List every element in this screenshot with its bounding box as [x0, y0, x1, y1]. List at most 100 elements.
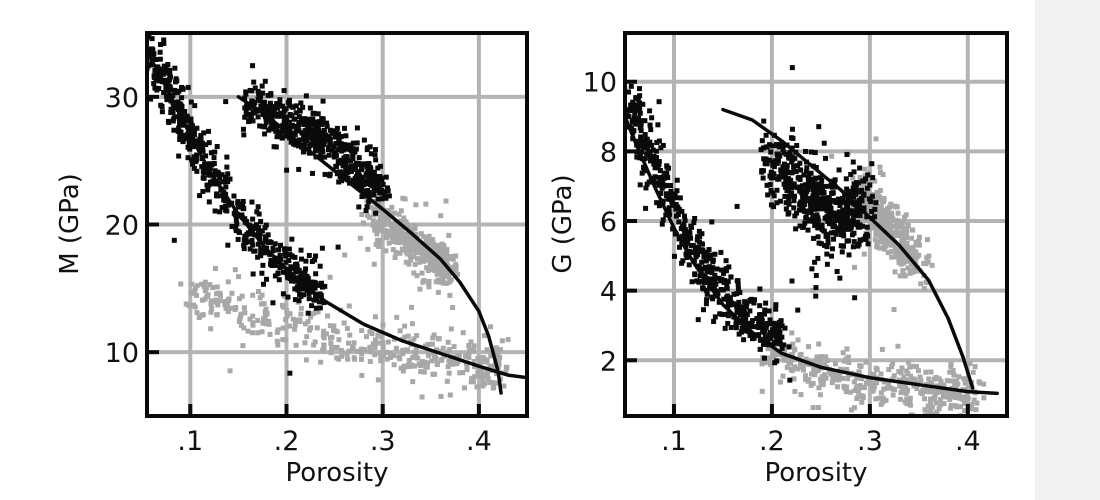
data-point — [829, 153, 835, 159]
data-point — [257, 123, 263, 129]
data-point — [904, 235, 910, 241]
data-point — [413, 238, 419, 244]
data-point — [322, 171, 328, 177]
data-point — [726, 313, 732, 319]
data-point — [212, 208, 218, 214]
data-point — [339, 178, 345, 184]
data-point — [782, 357, 788, 363]
data-point — [413, 351, 419, 357]
data-point — [725, 320, 731, 326]
data-point — [352, 356, 358, 362]
data-point — [324, 120, 330, 126]
data-point — [814, 354, 820, 360]
data-point — [772, 332, 778, 338]
data-point — [326, 144, 332, 150]
data-point — [274, 105, 280, 111]
data-point — [279, 103, 285, 109]
data-point — [283, 259, 289, 265]
data-point — [224, 164, 230, 170]
data-point — [250, 100, 256, 106]
data-point — [700, 285, 706, 291]
data-point — [710, 296, 716, 302]
data-point — [852, 388, 858, 394]
data-point — [734, 291, 740, 297]
data-point — [265, 232, 271, 238]
data-point — [236, 319, 242, 325]
data-point — [658, 190, 664, 196]
data-point — [405, 251, 411, 257]
data-point — [673, 201, 679, 207]
data-point — [764, 144, 770, 150]
data-point — [444, 280, 450, 286]
data-point — [153, 77, 159, 83]
data-point — [191, 144, 197, 150]
data-point — [488, 353, 494, 359]
data-point — [202, 288, 208, 294]
data-point — [386, 208, 392, 214]
data-point — [900, 268, 906, 274]
data-point — [845, 189, 851, 195]
data-point — [371, 181, 377, 187]
data-point — [644, 151, 650, 157]
data-point — [909, 261, 915, 267]
data-point — [782, 325, 788, 331]
data-point — [499, 338, 505, 344]
data-point — [938, 378, 944, 384]
data-point — [742, 319, 748, 325]
data-point — [343, 154, 349, 160]
data-point — [806, 344, 812, 350]
data-point — [738, 310, 744, 316]
data-point — [933, 374, 939, 380]
data-point — [703, 301, 709, 307]
data-point — [370, 172, 376, 178]
data-point — [299, 144, 305, 150]
data-point — [158, 42, 164, 48]
data-point — [735, 282, 741, 288]
data-point — [293, 110, 299, 116]
data-point — [392, 221, 398, 227]
data-point — [318, 359, 324, 365]
data-point — [972, 364, 978, 370]
data-point — [443, 272, 449, 278]
data-point — [255, 96, 261, 102]
data-point — [316, 128, 322, 134]
data-point — [242, 240, 248, 246]
data-point — [800, 367, 806, 373]
data-point — [241, 305, 247, 311]
data-point — [254, 222, 260, 228]
plot-area-1 — [147, 34, 527, 400]
data-point — [824, 358, 830, 364]
data-point — [377, 190, 383, 196]
data-point — [149, 36, 155, 42]
data-point — [353, 160, 359, 166]
data-point — [844, 212, 850, 218]
data-point — [786, 210, 792, 216]
data-point — [251, 79, 257, 85]
data-point — [242, 233, 248, 239]
data-point — [630, 119, 636, 125]
data-point — [261, 301, 267, 307]
data-point — [383, 228, 389, 234]
data-point — [377, 238, 383, 244]
data-point — [198, 133, 204, 139]
data-point — [378, 196, 384, 202]
data-point — [164, 97, 170, 103]
data-point — [359, 328, 365, 334]
data-point — [365, 145, 371, 151]
data-point — [215, 172, 221, 178]
data-point — [410, 379, 416, 385]
data-point — [274, 329, 280, 335]
x-tick-label: .2 — [274, 426, 300, 457]
data-point — [161, 40, 167, 46]
data-point — [446, 347, 452, 353]
data-point — [323, 132, 329, 138]
data-point — [798, 167, 804, 173]
data-point — [875, 395, 881, 401]
data-point — [147, 34, 152, 40]
data-point — [774, 337, 780, 343]
data-point — [274, 134, 280, 140]
data-point — [721, 270, 727, 276]
data-point — [751, 335, 757, 341]
data-point — [652, 164, 658, 170]
data-point — [938, 402, 944, 408]
